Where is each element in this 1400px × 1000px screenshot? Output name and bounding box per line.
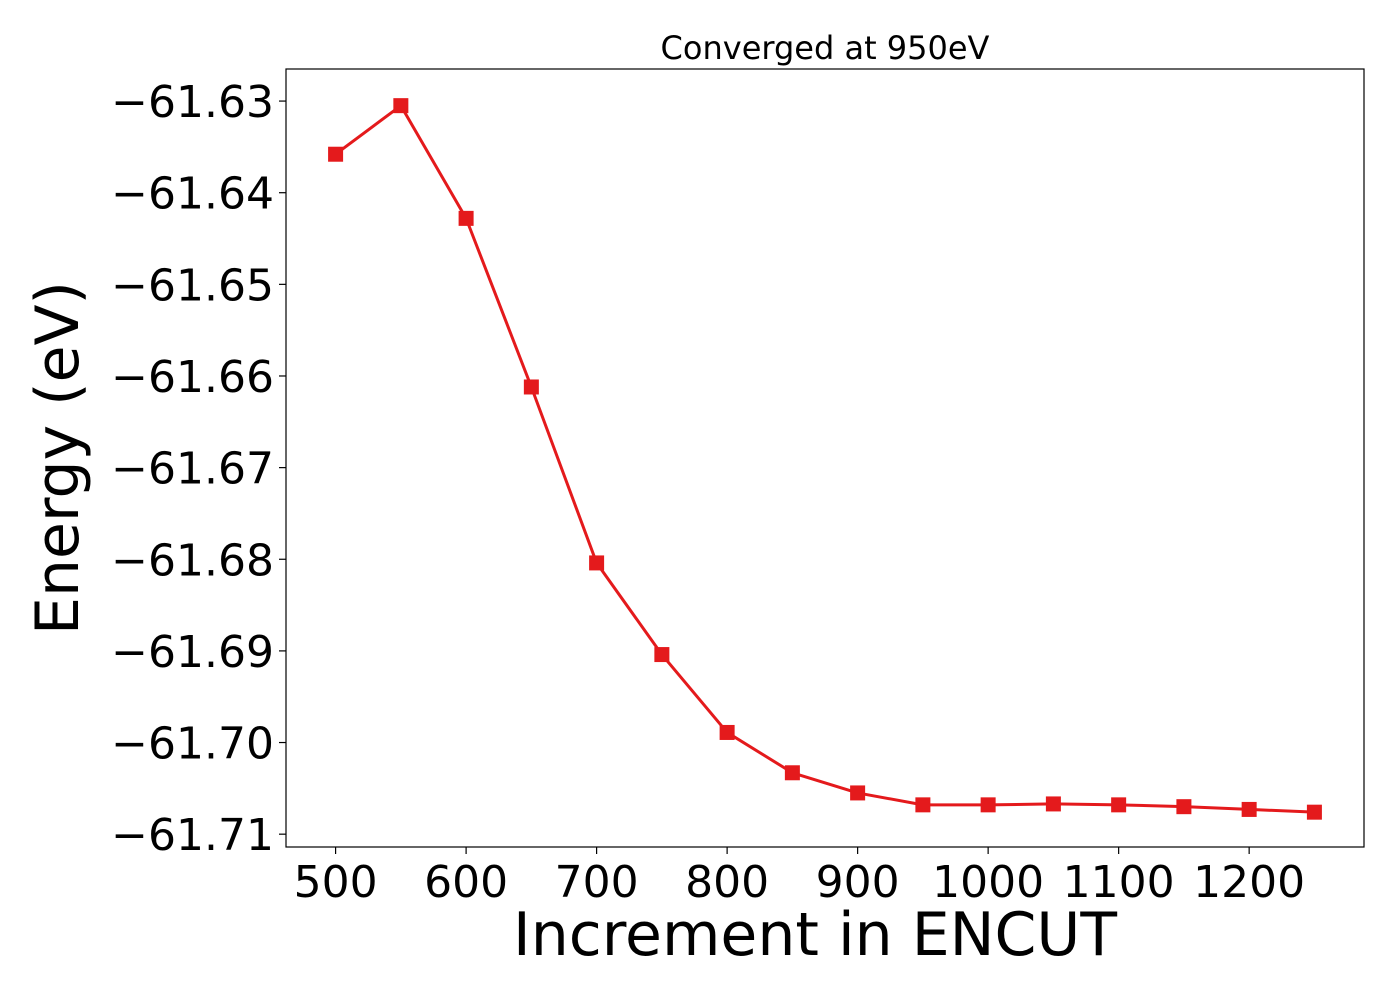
x-tick-label: 900 xyxy=(816,857,900,908)
data-point xyxy=(1306,804,1322,820)
data-point xyxy=(719,724,735,740)
data-point xyxy=(1176,799,1192,815)
y-tick-label: −61.68 xyxy=(111,535,274,586)
x-tick-label: 700 xyxy=(555,857,639,908)
x-axis-label: Increment in ENCUT xyxy=(513,900,1117,970)
data-point xyxy=(393,98,409,114)
data-point xyxy=(850,785,866,801)
y-tick-label: −61.64 xyxy=(111,169,274,220)
series-line xyxy=(334,104,1315,814)
x-tick-label: 1100 xyxy=(1063,857,1175,908)
data-point xyxy=(915,797,931,813)
x-axis: 500 600 700 800 900 1000 1100 1200 xyxy=(294,847,1305,908)
x-tick-label: 1200 xyxy=(1193,857,1305,908)
data-point xyxy=(980,797,996,813)
y-axis: −61.63 −61.64 −61.65 −61.66 −61.67 −61.68 −61.… xyxy=(111,77,286,861)
data-point xyxy=(458,210,474,226)
y-tick-label: −61.71 xyxy=(111,810,274,861)
data-point xyxy=(784,765,800,781)
plot-frame xyxy=(285,68,1365,848)
plot-area: 500 600 700 800 900 1000 1100 1200 −61.63 −61.64… xyxy=(111,68,1365,908)
y-tick-label: −61.69 xyxy=(111,627,274,678)
data-point xyxy=(1241,801,1257,817)
x-tick-label: 600 xyxy=(424,857,508,908)
data-point xyxy=(328,146,344,162)
y-tick-label: −61.63 xyxy=(111,77,274,128)
x-tick-label: 800 xyxy=(685,857,769,908)
series-layer xyxy=(328,98,1322,820)
y-tick-label: −61.70 xyxy=(111,719,274,770)
y-tick-label: −61.66 xyxy=(111,352,274,403)
x-tick-label: 1000 xyxy=(932,857,1044,908)
data-point xyxy=(1111,797,1127,813)
x-tick-label: 500 xyxy=(294,857,378,908)
data-point xyxy=(523,379,539,395)
data-point xyxy=(589,555,605,571)
data-point xyxy=(1045,796,1061,812)
y-axis-label: Energy (eV) xyxy=(23,281,93,635)
y-tick-label: −61.65 xyxy=(111,260,274,311)
chart-title: Converged at 950eV xyxy=(661,29,990,67)
y-tick-label: −61.67 xyxy=(111,444,274,495)
data-point xyxy=(654,647,670,663)
